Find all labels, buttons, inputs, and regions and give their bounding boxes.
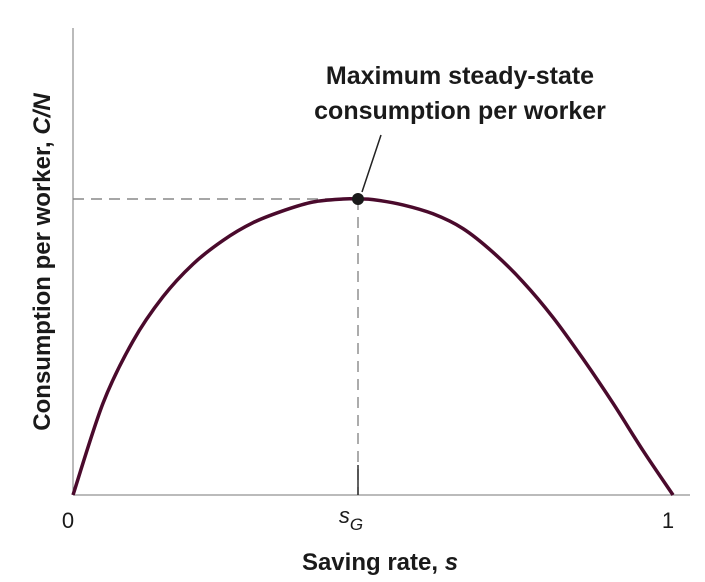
max-point (352, 193, 364, 205)
x-axis-label: Saving rate, s (302, 549, 458, 576)
x-tick-label-sg: sG (339, 503, 363, 534)
x-tick-label-0: 0 (62, 508, 74, 533)
y-axis-label: Consumption per worker, C/N (29, 93, 56, 431)
annotation-line-2: consumption per worker (314, 97, 606, 125)
annotation-line-1: Maximum steady-state (326, 62, 594, 90)
x-tick-label-1: 1 (662, 508, 674, 533)
annotation-pointer (361, 134, 382, 193)
consumption-curve (71, 197, 675, 496)
